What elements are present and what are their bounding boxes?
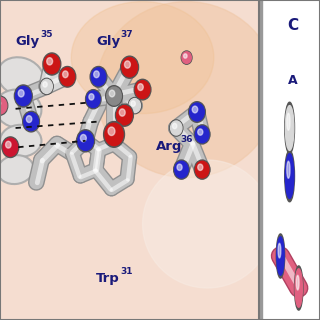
Circle shape — [59, 67, 76, 87]
Text: 35: 35 — [40, 30, 53, 39]
Circle shape — [190, 103, 204, 121]
Text: Gly: Gly — [96, 35, 120, 48]
Circle shape — [91, 68, 106, 86]
Circle shape — [5, 141, 11, 148]
Circle shape — [43, 82, 47, 87]
Circle shape — [285, 106, 294, 150]
Circle shape — [181, 51, 192, 64]
Circle shape — [296, 275, 299, 290]
Circle shape — [294, 266, 303, 310]
Circle shape — [116, 104, 133, 126]
Circle shape — [0, 97, 7, 114]
Circle shape — [14, 85, 32, 107]
Circle shape — [196, 161, 209, 178]
Circle shape — [80, 134, 86, 142]
Circle shape — [285, 154, 294, 198]
Circle shape — [198, 129, 203, 135]
Ellipse shape — [71, 2, 214, 114]
Circle shape — [121, 56, 139, 78]
Circle shape — [109, 90, 115, 97]
Circle shape — [196, 126, 209, 143]
Circle shape — [192, 106, 198, 113]
Circle shape — [43, 53, 61, 75]
Text: 36: 36 — [180, 135, 193, 144]
Circle shape — [0, 100, 1, 107]
Circle shape — [129, 99, 140, 113]
Circle shape — [287, 161, 290, 178]
Bar — [259, 0, 262, 320]
Circle shape — [104, 122, 124, 147]
Circle shape — [44, 54, 60, 74]
Ellipse shape — [0, 155, 34, 184]
Circle shape — [134, 79, 151, 100]
Circle shape — [278, 243, 281, 258]
Circle shape — [184, 54, 187, 58]
Circle shape — [94, 71, 99, 78]
Circle shape — [47, 58, 52, 65]
Circle shape — [76, 130, 94, 152]
Circle shape — [277, 237, 284, 275]
Circle shape — [60, 68, 75, 86]
Text: Arg: Arg — [156, 140, 182, 153]
Circle shape — [106, 86, 122, 106]
Circle shape — [175, 161, 188, 178]
Circle shape — [18, 90, 24, 97]
Circle shape — [26, 116, 32, 123]
Circle shape — [89, 94, 94, 100]
Circle shape — [195, 125, 210, 144]
Ellipse shape — [143, 160, 272, 288]
Ellipse shape — [0, 57, 44, 96]
Circle shape — [276, 234, 285, 278]
Circle shape — [198, 164, 203, 171]
Ellipse shape — [0, 125, 42, 157]
Circle shape — [131, 101, 135, 106]
Circle shape — [108, 127, 115, 136]
Circle shape — [24, 113, 38, 131]
Circle shape — [195, 160, 210, 179]
Circle shape — [122, 58, 137, 77]
Circle shape — [78, 131, 93, 150]
Text: C: C — [287, 18, 298, 33]
Circle shape — [138, 84, 143, 91]
Circle shape — [174, 160, 189, 179]
Circle shape — [295, 269, 302, 307]
Circle shape — [171, 121, 182, 135]
Circle shape — [170, 120, 183, 136]
Circle shape — [117, 106, 132, 125]
Text: 31: 31 — [121, 267, 133, 276]
Text: Gly: Gly — [16, 35, 40, 48]
Circle shape — [0, 96, 8, 115]
Circle shape — [285, 150, 294, 202]
Circle shape — [41, 79, 52, 93]
Text: Trp: Trp — [96, 272, 120, 284]
Circle shape — [105, 123, 123, 146]
Circle shape — [285, 102, 294, 154]
Text: A: A — [288, 74, 298, 86]
Circle shape — [87, 91, 100, 108]
Circle shape — [124, 61, 130, 68]
Text: 37: 37 — [121, 30, 133, 39]
Circle shape — [107, 87, 121, 105]
Circle shape — [182, 52, 191, 63]
Circle shape — [16, 86, 31, 106]
Circle shape — [177, 164, 182, 171]
Circle shape — [287, 113, 290, 130]
Ellipse shape — [96, 2, 277, 178]
Circle shape — [85, 90, 101, 109]
Circle shape — [119, 109, 125, 116]
Circle shape — [63, 71, 68, 78]
Circle shape — [23, 111, 39, 132]
Circle shape — [3, 138, 18, 156]
Circle shape — [2, 137, 19, 157]
Circle shape — [90, 67, 107, 87]
Circle shape — [135, 81, 150, 99]
Circle shape — [128, 98, 141, 114]
Circle shape — [40, 78, 53, 94]
Circle shape — [172, 123, 177, 129]
Circle shape — [189, 102, 205, 122]
Ellipse shape — [0, 90, 41, 128]
